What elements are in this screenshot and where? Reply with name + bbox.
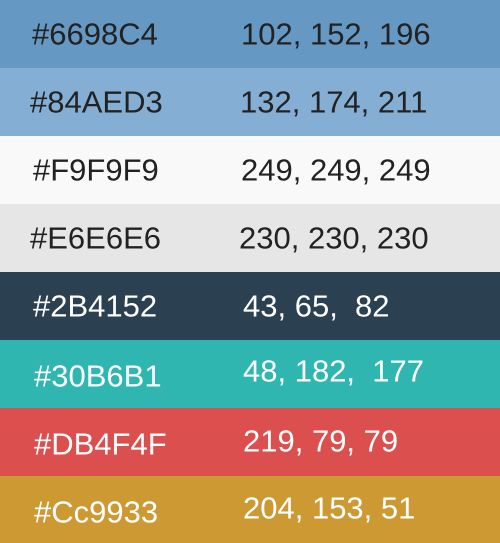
rgb-value-label: 219, 79, 79 (243, 423, 399, 459)
hex-code-label: #84AED3 (30, 84, 163, 120)
color-swatch-cc9933: #Cc9933 204, 153, 51 (0, 476, 500, 543)
hex-code-label: #2B4152 (33, 288, 158, 324)
color-swatch-6698c4: #6698C4 102, 152, 196 (0, 0, 500, 68)
color-swatch-30b6b1: #30B6B1 48, 182, 177 (0, 340, 500, 408)
hex-code-label: #6698C4 (32, 16, 158, 52)
hex-code-label: #Cc9933 (34, 494, 159, 529)
rgb-value-label: 204, 153, 51 (243, 490, 416, 525)
rgb-value-label: 230, 230, 230 (239, 220, 429, 256)
rgb-value-label: 48, 182, 177 (243, 353, 424, 389)
color-swatch-e6e6e6: #E6E6E6 230, 230, 230 (0, 204, 500, 272)
hex-code-label: #E6E6E6 (30, 220, 161, 256)
color-swatch-db4f4f: #DB4F4F 219, 79, 79 (0, 408, 500, 476)
hex-code-label: #30B6B1 (34, 358, 162, 394)
rgb-value-label: 102, 152, 196 (241, 16, 431, 52)
color-swatch-2b4152: #2B4152 43, 65, 82 (0, 272, 500, 340)
color-swatch-84aed3: #84AED3 132, 174, 211 (0, 68, 500, 136)
rgb-value-label: 249, 249, 249 (241, 152, 431, 188)
hex-code-label: #F9F9F9 (33, 152, 159, 188)
rgb-value-label: 43, 65, 82 (243, 288, 390, 324)
color-swatch-f9f9f9: #F9F9F9 249, 249, 249 (0, 136, 500, 204)
hex-code-label: #DB4F4F (34, 426, 167, 462)
rgb-value-label: 132, 174, 211 (240, 84, 428, 120)
